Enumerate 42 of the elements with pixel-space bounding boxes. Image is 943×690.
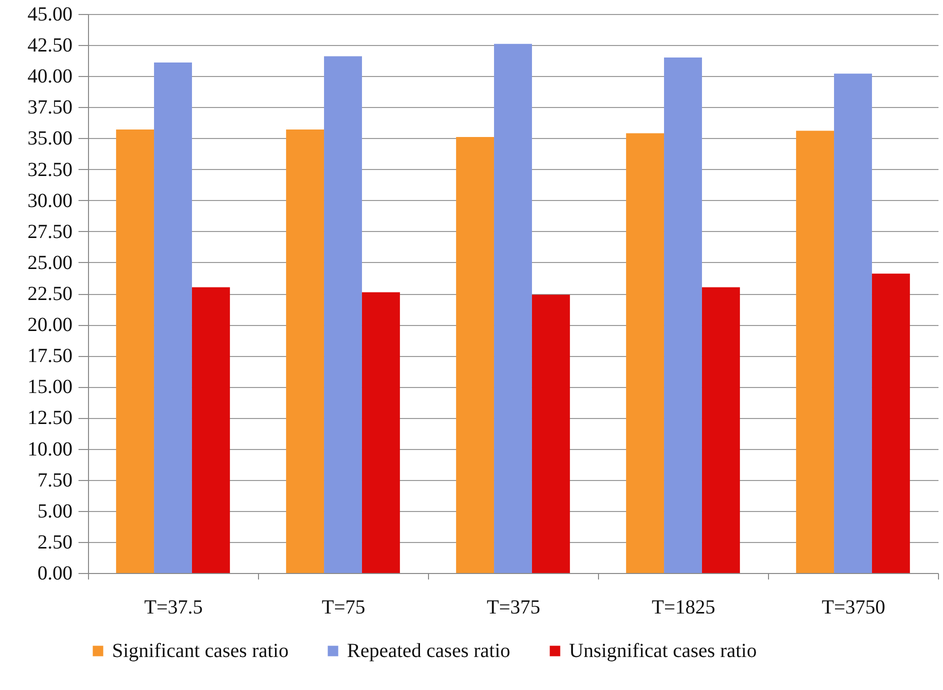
bar: [494, 44, 532, 573]
x-tick-label: T=3750: [822, 596, 886, 618]
y-tick-label: 27.50: [28, 220, 72, 243]
y-tick-label: 7.50: [38, 469, 72, 492]
bar: [192, 287, 230, 573]
bar: [154, 62, 192, 573]
y-tick-label: 37.50: [28, 96, 72, 119]
y-tick-label: 17.50: [28, 345, 72, 368]
y-tick-label: 30.00: [28, 190, 72, 212]
bar: [362, 292, 400, 573]
y-tick-label: 5.00: [38, 500, 72, 522]
bar: [286, 130, 324, 573]
y-tick-label: 42.50: [28, 34, 72, 57]
x-tick-label: T=1825: [652, 596, 716, 618]
bar: [456, 136, 494, 573]
y-tick-label: 32.50: [28, 158, 72, 181]
bar: [116, 130, 154, 573]
y-tick-label: 45.00: [28, 4, 72, 26]
bar: [532, 294, 570, 573]
y-tick-label: 2.50: [38, 531, 72, 554]
bar: [834, 74, 872, 573]
x-tick-label: T=75: [322, 596, 366, 618]
y-tick-label: 40.00: [28, 66, 72, 88]
bar: [664, 57, 702, 573]
y-tick-label: 15.00: [28, 376, 72, 398]
y-tick-label: 10.00: [28, 438, 72, 460]
y-tick-label: 25.00: [28, 252, 72, 274]
bar: [626, 133, 664, 573]
bar: [872, 274, 910, 573]
bar: [702, 287, 740, 573]
y-tick-label: 12.50: [28, 407, 72, 430]
x-tick-label: T=37.5: [144, 596, 203, 618]
legend-label: Significant cases ratio: [112, 640, 289, 662]
y-tick-label: 0.00: [38, 562, 72, 584]
y-tick-label: 35.00: [28, 128, 72, 150]
y-tick-label: 20.00: [28, 314, 72, 336]
y-tick-label: 22.50: [28, 283, 72, 305]
bar: [324, 56, 362, 573]
x-tick-label: T=375: [486, 596, 540, 618]
bar: [796, 130, 834, 573]
legend-label: Unsignificat cases ratio: [569, 640, 757, 662]
legend-label: Repeated cases ratio: [347, 640, 510, 662]
